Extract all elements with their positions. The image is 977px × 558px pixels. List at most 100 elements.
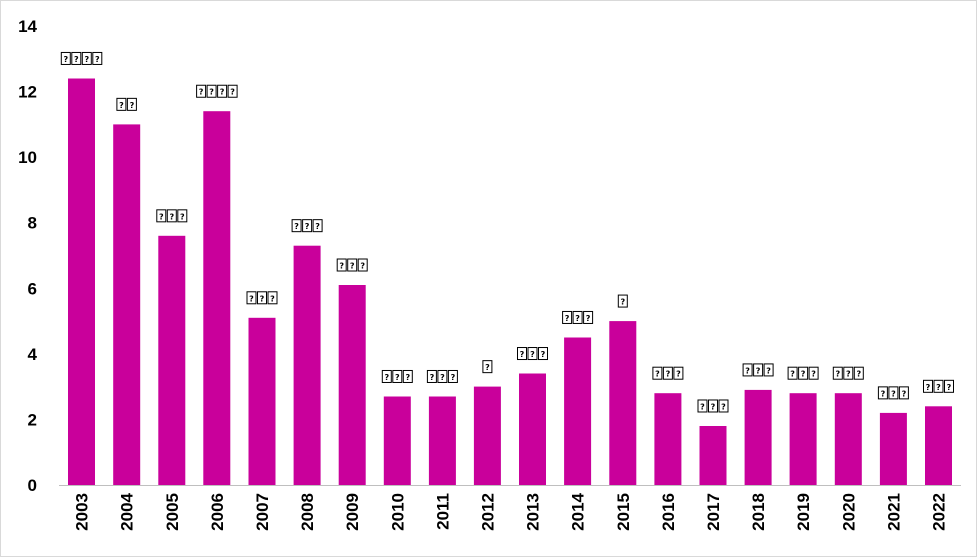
svg-text:?: ? — [230, 88, 235, 97]
bar — [473, 386, 501, 485]
svg-text:?: ? — [801, 370, 806, 379]
svg-text:?: ? — [766, 366, 771, 375]
bar — [925, 406, 952, 485]
svg-text:?: ? — [541, 350, 546, 359]
svg-text:?: ? — [305, 222, 310, 231]
bar — [293, 245, 321, 485]
svg-text:?: ? — [856, 370, 861, 379]
svg-text:?: ? — [294, 222, 299, 231]
svg-text:?: ? — [270, 294, 275, 303]
data-label: ? — [482, 360, 493, 374]
svg-text:?: ? — [180, 212, 185, 221]
bar — [789, 393, 817, 485]
bar — [564, 337, 592, 485]
data-label: ??? — [832, 366, 864, 380]
x-tick-label: 2012 — [478, 493, 497, 531]
svg-text:?: ? — [790, 370, 795, 379]
svg-text:?: ? — [947, 383, 952, 392]
svg-text:?: ? — [756, 366, 761, 375]
x-tick-label: 2011 — [433, 493, 452, 530]
svg-text:?: ? — [846, 370, 851, 379]
svg-text:?: ? — [339, 262, 344, 271]
svg-text:?: ? — [260, 294, 265, 303]
svg-text:?: ? — [620, 298, 625, 307]
svg-text:?: ? — [95, 55, 100, 64]
bar — [158, 235, 186, 485]
svg-text:?: ? — [451, 373, 456, 382]
x-tick-label: 2005 — [163, 493, 182, 531]
y-tick-label: 8 — [28, 214, 37, 233]
svg-text:?: ? — [881, 389, 886, 398]
svg-text:?: ? — [63, 55, 68, 64]
y-axis: 0 2 4 6 8 10 12 14 — [18, 17, 37, 495]
svg-text:?: ? — [926, 383, 931, 392]
svg-text:?: ? — [711, 402, 716, 411]
x-tick-label: 2017 — [704, 493, 723, 531]
bar — [428, 396, 456, 485]
bar — [203, 111, 231, 485]
x-tick-label: 2006 — [208, 493, 227, 531]
svg-text:?: ? — [565, 314, 570, 323]
svg-text:?: ? — [440, 373, 445, 382]
svg-text:?: ? — [902, 389, 907, 398]
x-tick-label: 2015 — [614, 493, 633, 531]
y-tick-label: 2 — [28, 410, 37, 429]
svg-text:?: ? — [249, 294, 254, 303]
y-tick-label: 10 — [18, 148, 37, 167]
data-label: ??? — [877, 386, 909, 400]
data-label: ??? — [381, 369, 413, 383]
svg-text:?: ? — [220, 88, 225, 97]
bar — [248, 317, 276, 485]
data-label: ??? — [246, 291, 278, 305]
svg-text:?: ? — [891, 389, 896, 398]
svg-text:?: ? — [700, 402, 705, 411]
bar — [113, 124, 141, 486]
x-tick-label: 2021 — [884, 493, 903, 531]
svg-text:?: ? — [350, 262, 355, 271]
data-label: ??? — [562, 310, 594, 324]
svg-text:?: ? — [655, 370, 660, 379]
bar — [834, 393, 862, 485]
bar — [609, 321, 637, 485]
svg-text:?: ? — [721, 402, 726, 411]
svg-text:?: ? — [169, 212, 174, 221]
svg-text:?: ? — [676, 370, 681, 379]
x-tick-label: 2014 — [569, 492, 588, 530]
y-tick-label: 0 — [28, 476, 37, 495]
bar-series — [68, 78, 952, 486]
svg-text:?: ? — [84, 55, 89, 64]
svg-text:?: ? — [666, 370, 671, 379]
bar — [383, 396, 411, 485]
svg-text:?: ? — [745, 366, 750, 375]
svg-text:?: ? — [360, 262, 365, 271]
svg-text:?: ? — [520, 350, 525, 359]
x-tick-label: 2010 — [388, 493, 407, 531]
data-labels: ????????????????????????????????????????… — [60, 51, 954, 413]
data-label: ??? — [156, 209, 188, 223]
svg-text:?: ? — [575, 314, 580, 323]
svg-text:?: ? — [159, 212, 164, 221]
svg-text:?: ? — [405, 373, 410, 382]
data-label: ??? — [697, 399, 729, 413]
svg-text:?: ? — [315, 222, 320, 231]
data-label: ??? — [426, 369, 458, 383]
y-tick-label: 14 — [18, 17, 37, 36]
data-label: ??? — [652, 366, 684, 380]
data-label: ?? — [116, 97, 137, 111]
x-tick-label: 2003 — [73, 493, 92, 531]
x-tick-label: 2018 — [749, 493, 768, 531]
x-tick-label: 2013 — [524, 493, 543, 531]
y-tick-label: 6 — [28, 279, 37, 298]
y-tick-label: 4 — [28, 345, 38, 364]
data-label: ??? — [291, 219, 323, 233]
data-label: ??? — [923, 379, 954, 393]
x-tick-label: 2007 — [253, 493, 272, 531]
x-tick-label: 2008 — [298, 493, 317, 531]
x-tick-label: 2016 — [659, 493, 678, 531]
data-label: ??? — [336, 258, 368, 272]
bar — [519, 373, 546, 485]
svg-text:?: ? — [199, 88, 204, 97]
bar — [654, 393, 682, 485]
